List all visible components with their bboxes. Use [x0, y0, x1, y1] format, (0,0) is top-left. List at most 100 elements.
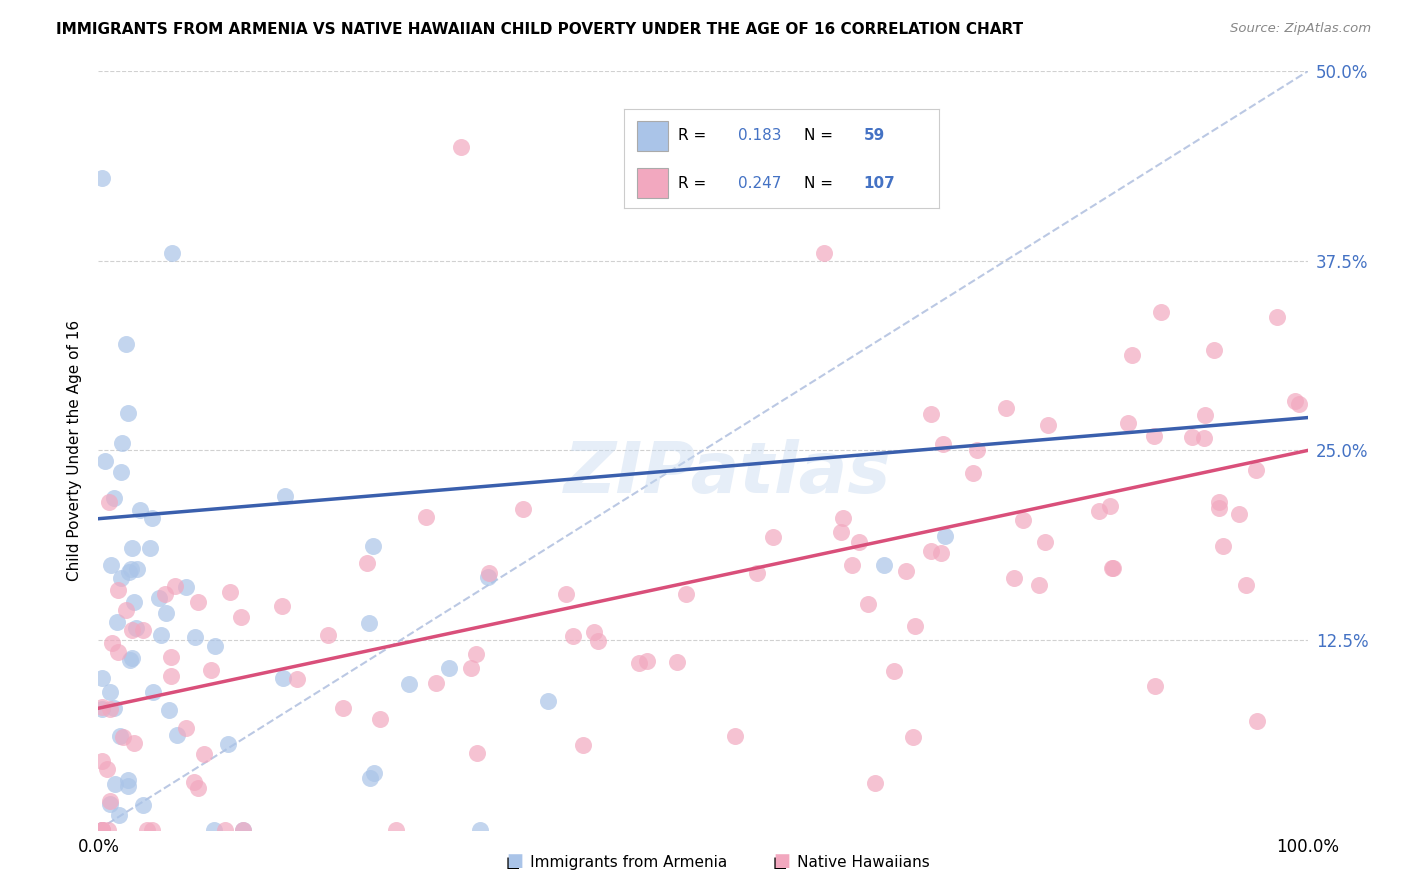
Point [1011, 513, 1033, 527]
Point [883, 664, 905, 678]
Point [460, 661, 482, 675]
Point [1102, 561, 1125, 575]
Point [148, 591, 170, 605]
Point [588, 634, 610, 648]
Point [200, 663, 222, 677]
Point [465, 746, 488, 760]
Point [962, 466, 984, 480]
Point [415, 509, 437, 524]
Point [142, 685, 165, 699]
Point [155, 606, 177, 620]
Point [157, 703, 180, 717]
Point [103, 491, 125, 505]
Point [1194, 408, 1216, 422]
Point [111, 730, 134, 744]
Point [166, 728, 188, 742]
Point [316, 627, 339, 641]
Point [1150, 305, 1173, 319]
Point [204, 822, 226, 837]
Point [555, 586, 578, 600]
Text: IMMIGRANTS FROM ARMENIA VS NATIVE HAWAIIAN CHILD POVERTY UNDER THE AGE OF 16 COR: IMMIGRANTS FROM ARMENIA VS NATIVE HAWAII… [56, 22, 1024, 37]
Point [218, 585, 240, 599]
Point [666, 656, 689, 670]
Point [132, 798, 155, 813]
Point [439, 661, 461, 675]
Point [98, 797, 121, 812]
Point [1265, 310, 1288, 324]
Point [1212, 540, 1234, 554]
Point [120, 562, 142, 576]
Point [100, 636, 122, 650]
Point [1099, 499, 1122, 513]
Point [176, 580, 198, 594]
Point [110, 436, 132, 450]
Point [858, 598, 880, 612]
Point [1288, 397, 1310, 411]
Point [572, 738, 595, 752]
Point [232, 822, 254, 837]
Point [470, 822, 492, 837]
Point [232, 822, 254, 837]
Point [98, 495, 121, 509]
Point [91, 822, 114, 837]
Point [153, 587, 176, 601]
Point [841, 558, 863, 572]
Point [183, 774, 205, 789]
Point [139, 541, 162, 555]
Point [1234, 577, 1257, 591]
Point [1101, 560, 1123, 574]
Point [994, 401, 1017, 416]
Point [920, 407, 942, 421]
Point [149, 628, 172, 642]
Point [122, 736, 145, 750]
Point [98, 793, 121, 807]
Point [675, 587, 697, 601]
Point [1181, 430, 1204, 444]
Point [107, 582, 129, 597]
Point [103, 701, 125, 715]
Point [332, 701, 354, 715]
Point [762, 530, 785, 544]
Point [848, 535, 870, 549]
Point [122, 595, 145, 609]
Point [356, 556, 378, 570]
Point [121, 541, 143, 555]
Point [217, 737, 239, 751]
Point [98, 701, 121, 715]
Point [91, 672, 114, 686]
Text: ■: ■ [773, 852, 790, 870]
Point [184, 630, 207, 644]
Point [270, 599, 292, 614]
Point [98, 685, 121, 699]
Point [160, 650, 183, 665]
Point [141, 511, 163, 525]
Text: Source: ZipAtlas.com: Source: ZipAtlas.com [1230, 22, 1371, 36]
Point [187, 780, 209, 795]
Point [628, 657, 651, 671]
Point [114, 603, 136, 617]
Point [204, 639, 226, 653]
Point [117, 772, 139, 787]
Text: ZIPatlas: ZIPatlas [564, 439, 891, 508]
Point [1033, 535, 1056, 549]
Point [1118, 416, 1140, 430]
Point [932, 437, 955, 451]
Point [141, 822, 163, 837]
Point [1088, 504, 1111, 518]
Point [110, 571, 132, 585]
Point [1229, 507, 1251, 521]
Point [863, 776, 886, 790]
Point [361, 539, 384, 553]
Text: ■  Immigrants from Armenia: ■ Immigrants from Armenia [506, 855, 727, 870]
Point [107, 644, 129, 658]
Point [121, 650, 143, 665]
Point [450, 140, 472, 154]
Point [1144, 679, 1167, 693]
Point [104, 776, 127, 790]
Point [929, 546, 952, 560]
Point [160, 246, 183, 260]
Point [537, 694, 560, 708]
Point [1143, 428, 1166, 442]
Point [478, 566, 501, 581]
Point [110, 729, 132, 743]
